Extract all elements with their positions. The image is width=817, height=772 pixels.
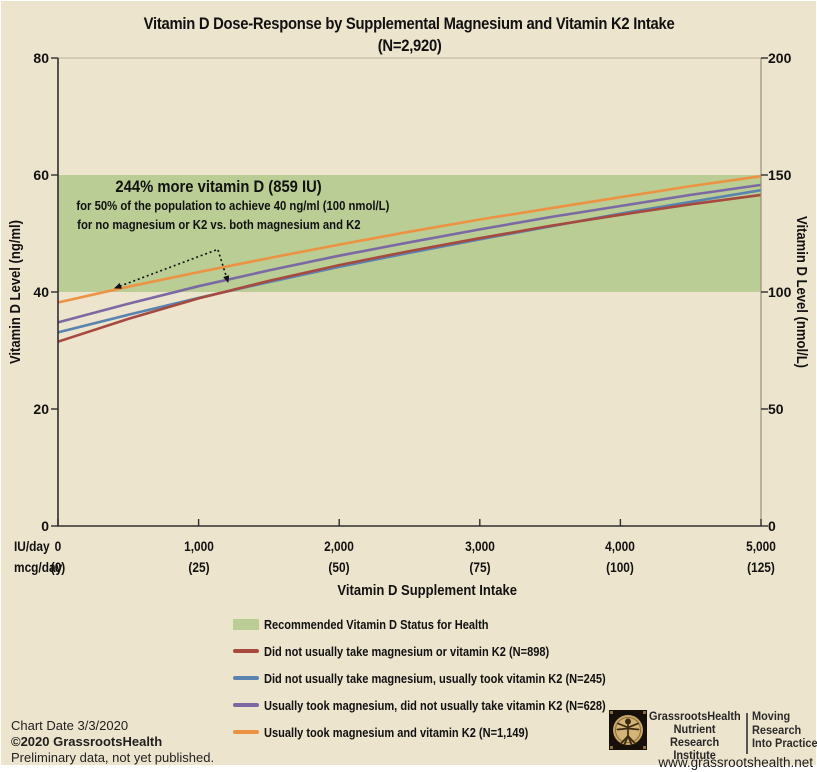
vitruvian-man-icon [609, 710, 647, 750]
y-right-tick-label: 0 [768, 518, 776, 534]
legend-item: Did not usually take magnesium or vitami… [233, 638, 600, 664]
grassrootshealth-logo-block: GrassrootsHealth Nutrient Research Insti… [605, 707, 817, 770]
legend-label: Did not usually take magnesium or vitami… [264, 643, 550, 659]
series-line-orange [57, 174, 762, 304]
logo-wordmark: GrassrootsHealth Nutrient Research Insti… [649, 711, 741, 762]
legend-swatch-red [233, 649, 259, 653]
x-tick-label-iu: 4,000 [605, 539, 636, 554]
logo-divider [746, 713, 748, 754]
x-tick-label-iu: 0 [54, 539, 62, 554]
series-line-red [57, 193, 762, 343]
x-axis-title: Vitamin D Supplement Intake [337, 582, 517, 599]
copyright: ©2020 GrassrootsHealth [11, 734, 163, 749]
x-tick-label-mcg: (100) [606, 560, 635, 575]
x-tick-label-mcg: (25) [188, 560, 210, 575]
x-tick-label-mcg: (0) [50, 560, 66, 575]
annotation-callout: 244% more vitamin D (859 IU) for 50% of … [53, 176, 389, 234]
y-left-tick-label: 20 [33, 401, 49, 417]
x-tick-label-mcg: (125) [747, 560, 775, 575]
legend-swatch-orange [233, 730, 259, 734]
annotation-line2: for 50% of the population to achieve 40 … [76, 198, 390, 213]
chart-title-line1: Vitamin D Dose-Response by Supplemental … [144, 14, 675, 33]
x-tick-label-iu: 1,000 [183, 539, 214, 554]
legend-item: Recommended Vitamin D Status for Health [233, 611, 528, 637]
y-left-tick-label: 80 [33, 50, 49, 66]
legend-swatch-purple [233, 703, 259, 707]
y-right-tick-label: 100 [768, 284, 792, 300]
series-line-purple [57, 183, 762, 324]
y-left-tick-label: 60 [33, 167, 49, 183]
chart-date: Chart Date 3/3/2020 [11, 718, 129, 733]
annotation-line3: for no magnesium or K2 vs. both magnesiu… [77, 216, 361, 232]
legend-item: Did not usually take magnesium, usually … [233, 665, 666, 691]
y-right-tick-label: 50 [768, 401, 784, 417]
x-axis-unit-iu: IU/day [14, 539, 50, 554]
footer-notes: Chart Date 3/3/2020 ©2020 GrassrootsHeal… [11, 718, 214, 766]
legend-swatch-band [233, 618, 259, 630]
website-url: www.grassrootshealth.net [658, 755, 813, 770]
y-right-tick-label: 150 [768, 167, 792, 183]
preliminary-note: Preliminary data, not yet published. [11, 750, 215, 765]
axis-tick-marks [51, 57, 768, 527]
x-axis-unit-mcg: mcg/day [14, 560, 63, 575]
dose-response-lines [57, 174, 762, 343]
legend-item: Usually took magnesium and vitamin K2 (N… [233, 719, 575, 745]
legend-label: Did not usually take magnesium, usually … [264, 670, 606, 686]
annotation-line1: 244% more vitamin D (859 IU) [115, 177, 323, 196]
logo-tagline: Moving Research Into Practice [752, 711, 817, 750]
x-tick-label-mcg: (50) [328, 560, 350, 575]
plot-area [51, 57, 768, 527]
x-tick-label-iu: 3,000 [464, 539, 495, 554]
y-right-tick-label: 200 [768, 50, 792, 66]
y-left-tick-label: 40 [33, 284, 49, 300]
chart-title: Vitamin D Dose-Response by Supplemental … [25, 13, 794, 57]
x-tick-label-mcg: (75) [469, 560, 491, 575]
legend-item: Usually took magnesium, did not usually … [233, 692, 666, 718]
x-tick-label-iu: 5,000 [746, 539, 776, 554]
legend-label: Recommended Vitamin D Status for Health [264, 616, 489, 632]
y-left-tick-label: 0 [41, 518, 49, 534]
legend-swatch-blue [233, 676, 259, 680]
annotation-arrows [114, 249, 230, 289]
series-line-blue [57, 188, 762, 334]
x-tick-label-iu: 2,000 [324, 539, 355, 554]
chart-title-line2: (N=2,920) [377, 36, 442, 55]
legend-label: Usually took magnesium and vitamin K2 (N… [264, 724, 529, 740]
legend-label: Usually took magnesium, did not usually … [264, 697, 606, 713]
